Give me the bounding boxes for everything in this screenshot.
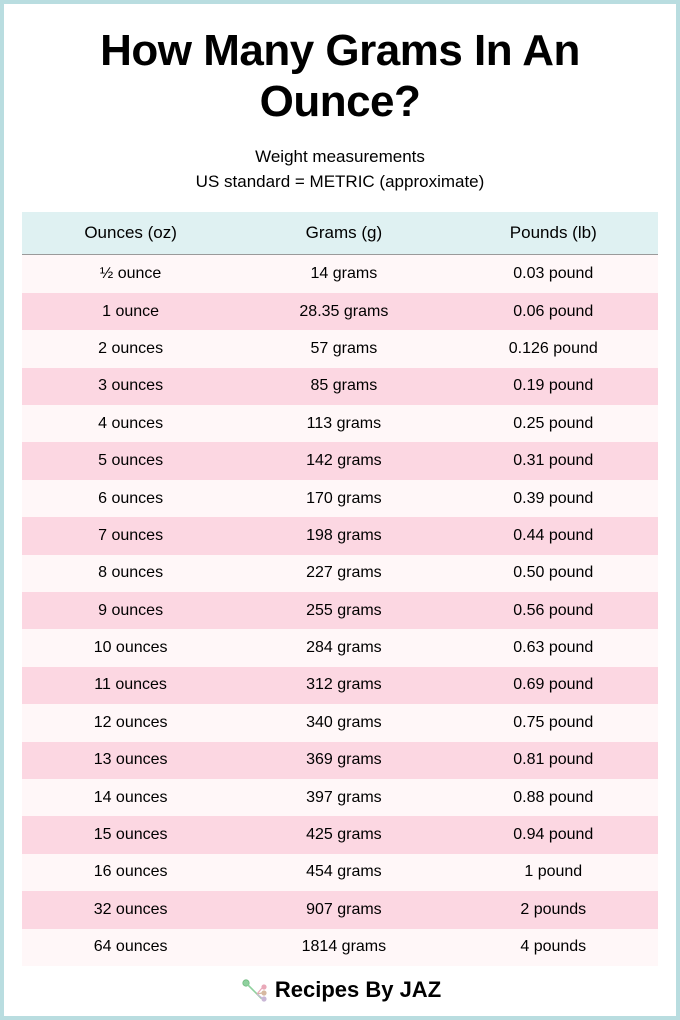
table-row: 10 ounces284 grams0.63 pound xyxy=(22,629,658,666)
infographic-frame: How Many Grams In An Ounce? Weight measu… xyxy=(0,0,680,1020)
col-grams: Grams (g) xyxy=(239,212,448,255)
page-title: How Many Grams In An Ounce? xyxy=(22,26,658,127)
cell-g: 340 grams xyxy=(239,704,448,741)
table-row: 2 ounces57 grams0.126 pound xyxy=(22,330,658,367)
table-row: 9 ounces255 grams0.56 pound xyxy=(22,592,658,629)
cell-g: 907 grams xyxy=(239,891,448,928)
cell-oz: 5 ounces xyxy=(22,442,239,479)
cell-lb: 0.31 pound xyxy=(449,442,658,479)
cell-lb: 2 pounds xyxy=(449,891,658,928)
table-row: 5 ounces142 grams0.31 pound xyxy=(22,442,658,479)
cell-g: 28.35 grams xyxy=(239,293,448,330)
table-row: 6 ounces170 grams0.39 pound xyxy=(22,480,658,517)
cell-lb: 0.56 pound xyxy=(449,592,658,629)
table-row: 12 ounces340 grams0.75 pound xyxy=(22,704,658,741)
cell-lb: 0.25 pound xyxy=(449,405,658,442)
cell-lb: 0.03 pound xyxy=(449,255,658,293)
cell-oz: 10 ounces xyxy=(22,629,239,666)
cell-oz: 32 ounces xyxy=(22,891,239,928)
cell-g: 425 grams xyxy=(239,816,448,853)
cell-lb: 0.44 pound xyxy=(449,517,658,554)
cell-oz: 1 ounce xyxy=(22,293,239,330)
col-pounds: Pounds (lb) xyxy=(449,212,658,255)
cell-g: 57 grams xyxy=(239,330,448,367)
cell-oz: 6 ounces xyxy=(22,480,239,517)
cell-oz: 14 ounces xyxy=(22,779,239,816)
cell-g: 312 grams xyxy=(239,667,448,704)
cell-lb: 0.69 pound xyxy=(449,667,658,704)
cell-g: 198 grams xyxy=(239,517,448,554)
table-body: ½ ounce14 grams0.03 pound1 ounce28.35 gr… xyxy=(22,255,658,966)
cell-g: 255 grams xyxy=(239,592,448,629)
cell-oz: 3 ounces xyxy=(22,368,239,405)
table-row: 32 ounces907 grams2 pounds xyxy=(22,891,658,928)
cell-oz: 15 ounces xyxy=(22,816,239,853)
cell-g: 14 grams xyxy=(239,255,448,293)
cell-oz: 12 ounces xyxy=(22,704,239,741)
table-row: 8 ounces227 grams0.50 pound xyxy=(22,555,658,592)
table-row: 15 ounces425 grams0.94 pound xyxy=(22,816,658,853)
cell-oz: 8 ounces xyxy=(22,555,239,592)
cell-oz: 4 ounces xyxy=(22,405,239,442)
cell-lb: 0.50 pound xyxy=(449,555,658,592)
cell-g: 1814 grams xyxy=(239,929,448,967)
cell-lb: 0.88 pound xyxy=(449,779,658,816)
table-row: 7 ounces198 grams0.44 pound xyxy=(22,517,658,554)
cell-oz: 7 ounces xyxy=(22,517,239,554)
cell-lb: 0.06 pound xyxy=(449,293,658,330)
cell-lb: 0.39 pound xyxy=(449,480,658,517)
table-row: 14 ounces397 grams0.88 pound xyxy=(22,779,658,816)
table-row: 1 ounce28.35 grams0.06 pound xyxy=(22,293,658,330)
cell-oz: 16 ounces xyxy=(22,854,239,891)
cell-oz: 2 ounces xyxy=(22,330,239,367)
cell-oz: ½ ounce xyxy=(22,255,239,293)
subtitle-line-1: Weight measurements xyxy=(255,147,425,166)
cell-g: 369 grams xyxy=(239,742,448,779)
cell-g: 85 grams xyxy=(239,368,448,405)
cell-g: 454 grams xyxy=(239,854,448,891)
footer: Recipes By JAZ xyxy=(22,966,658,1004)
cell-lb: 1 pound xyxy=(449,854,658,891)
cell-oz: 9 ounces xyxy=(22,592,239,629)
table-row: 13 ounces369 grams0.81 pound xyxy=(22,742,658,779)
cell-g: 142 grams xyxy=(239,442,448,479)
measuring-spoons-icon xyxy=(239,976,267,1004)
cell-g: 170 grams xyxy=(239,480,448,517)
cell-lb: 0.75 pound xyxy=(449,704,658,741)
cell-lb: 0.94 pound xyxy=(449,816,658,853)
subtitle: Weight measurements US standard = METRIC… xyxy=(22,145,658,194)
col-ounces: Ounces (oz) xyxy=(22,212,239,255)
table-row: 4 ounces113 grams0.25 pound xyxy=(22,405,658,442)
cell-lb: 0.81 pound xyxy=(449,742,658,779)
cell-g: 113 grams xyxy=(239,405,448,442)
cell-lb: 0.19 pound xyxy=(449,368,658,405)
table-row: 16 ounces454 grams1 pound xyxy=(22,854,658,891)
cell-oz: 13 ounces xyxy=(22,742,239,779)
cell-oz: 64 ounces xyxy=(22,929,239,967)
cell-lb: 4 pounds xyxy=(449,929,658,967)
cell-oz: 11 ounces xyxy=(22,667,239,704)
conversion-table: Ounces (oz) Grams (g) Pounds (lb) ½ ounc… xyxy=(22,212,658,966)
table-row: ½ ounce14 grams0.03 pound xyxy=(22,255,658,293)
cell-g: 397 grams xyxy=(239,779,448,816)
cell-lb: 0.126 pound xyxy=(449,330,658,367)
table-row: 11 ounces312 grams0.69 pound xyxy=(22,667,658,704)
table-header-row: Ounces (oz) Grams (g) Pounds (lb) xyxy=(22,212,658,255)
cell-g: 284 grams xyxy=(239,629,448,666)
cell-g: 227 grams xyxy=(239,555,448,592)
cell-lb: 0.63 pound xyxy=(449,629,658,666)
table-row: 3 ounces85 grams0.19 pound xyxy=(22,368,658,405)
footer-text: Recipes By JAZ xyxy=(275,977,441,1003)
subtitle-line-2: US standard = METRIC (approximate) xyxy=(196,172,485,191)
table-row: 64 ounces1814 grams4 pounds xyxy=(22,929,658,967)
